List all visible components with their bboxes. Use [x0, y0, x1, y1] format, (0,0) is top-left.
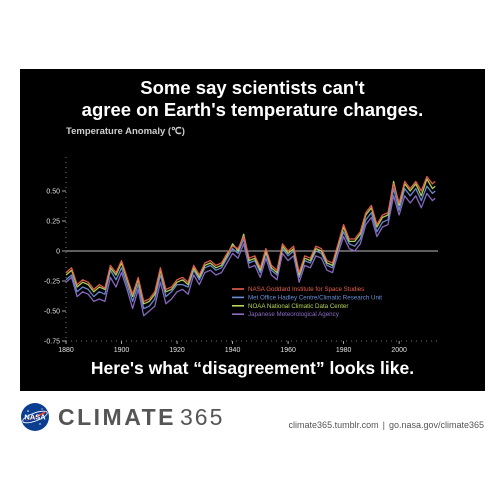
- y-tick-label: -0.25: [44, 279, 60, 286]
- x-tick-label: 1920: [169, 347, 185, 354]
- legend-label-hadley: Met Office Hadley Centre/Climatic Resear…: [248, 294, 382, 301]
- series-line-jma: [65, 192, 436, 317]
- x-tick-label: 2000: [391, 347, 407, 354]
- footer-links: climate365.tumblr.com | go.nasa.gov/climat…: [289, 420, 484, 430]
- y-tick-label: -0.50: [44, 309, 60, 316]
- series-line-hadley: [65, 185, 436, 310]
- series-line-noaa: [65, 178, 436, 305]
- y-tick-label: 0.25: [46, 219, 60, 226]
- temperature-chart: Temperature Anomaly (℃) 0.50 0.25 0 -0.25 -0…: [44, 126, 438, 354]
- y-tick-label: 0.50: [46, 189, 60, 196]
- x-tick-label: 1900: [114, 347, 130, 354]
- headline-line-1: Some say scientists can't: [140, 77, 365, 98]
- brand-bold: CLIMATE: [58, 404, 177, 430]
- x-tick-label: 1880: [58, 347, 74, 354]
- caption: Here's what “disagreement” looks like.: [90, 358, 415, 378]
- y-axis-title: Temperature Anomaly (℃): [66, 126, 185, 137]
- brand-wordmark: CLIMATE 365: [58, 403, 224, 431]
- infographic-panel: Some say scientists can't agree on Earth…: [20, 69, 485, 391]
- nasa-link[interactable]: go.nasa.gov/climate365: [388, 420, 484, 430]
- nasa-logo-icon: NASA: [21, 403, 49, 431]
- y-tick-label: -0.75: [44, 339, 60, 346]
- legend-label-noaa: NOAA National Climatic Data Center: [248, 303, 348, 310]
- brand-number: 365: [180, 404, 225, 430]
- x-tick-label: 1980: [336, 347, 352, 354]
- x-tick-label: 1940: [225, 347, 241, 354]
- tumblr-link[interactable]: climate365.tumblr.com: [288, 420, 379, 430]
- headline-line-2: agree on Earth's temperature changes.: [81, 99, 424, 120]
- legend-label-nasa: NASA Goddard Institute for Space Studies: [248, 286, 364, 293]
- y-tick-label: 0: [56, 249, 60, 256]
- link-separator: |: [382, 420, 385, 430]
- x-tick-label: 1960: [280, 347, 296, 354]
- svg-text:NASA: NASA: [24, 413, 46, 422]
- legend-label-jma: Japanese Meteorological Agency: [248, 311, 340, 318]
- series-line-nasa: [65, 175, 436, 303]
